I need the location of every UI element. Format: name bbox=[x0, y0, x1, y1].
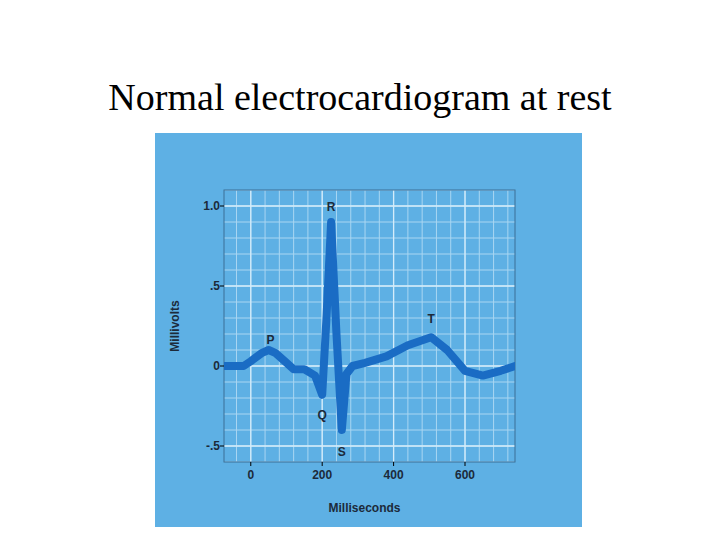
minor-grid bbox=[224, 446, 515, 447]
minor-grid bbox=[379, 190, 380, 462]
minor-grid bbox=[224, 238, 515, 239]
minor-grid bbox=[307, 190, 308, 462]
x-tick bbox=[250, 462, 251, 466]
wave-label: Q bbox=[318, 408, 327, 422]
minor-grid bbox=[224, 366, 515, 367]
y-tick bbox=[220, 206, 224, 207]
plot-frame bbox=[224, 190, 515, 462]
minor-grid bbox=[224, 254, 515, 255]
minor-grid bbox=[224, 414, 515, 415]
y-tick bbox=[220, 286, 224, 287]
title: Normal electrocardiogram at rest bbox=[108, 76, 612, 118]
grid-line bbox=[464, 190, 465, 462]
minor-grid bbox=[265, 190, 266, 462]
slide: Normal electrocardiogram at rest 0 200 400 6… bbox=[0, 0, 720, 540]
y-tick-label: .5 bbox=[210, 279, 220, 293]
minor-grid bbox=[479, 190, 480, 462]
minor-grid bbox=[450, 190, 451, 462]
y-tick bbox=[220, 446, 224, 447]
minor-grid bbox=[224, 286, 515, 287]
y-tick bbox=[220, 366, 224, 367]
wave-label: P bbox=[266, 333, 274, 347]
minor-grid bbox=[279, 190, 280, 462]
minor-grid bbox=[224, 430, 515, 431]
grid-line bbox=[224, 445, 515, 446]
minor-grid bbox=[224, 318, 515, 319]
minor-grid bbox=[422, 190, 423, 462]
x-tick bbox=[393, 462, 394, 466]
minor-grid bbox=[465, 190, 466, 462]
y-axis-label: Millivolts bbox=[168, 300, 182, 352]
minor-grid bbox=[224, 302, 515, 303]
minor-grid bbox=[365, 190, 366, 462]
minor-grid bbox=[224, 270, 515, 271]
panel bbox=[155, 133, 582, 527]
x-tick-label: 200 bbox=[312, 468, 332, 482]
wave-label: S bbox=[338, 445, 346, 459]
minor-grid bbox=[493, 190, 494, 462]
minor-grid bbox=[350, 190, 351, 462]
grid-line bbox=[224, 205, 515, 206]
ecg-line bbox=[224, 222, 515, 430]
minor-grid bbox=[407, 190, 408, 462]
grid-line bbox=[224, 285, 515, 286]
x-tick-label: 0 bbox=[247, 468, 254, 482]
minor-grid bbox=[293, 190, 294, 462]
x-axis-label: Milliseconds bbox=[328, 501, 400, 515]
minor-grid bbox=[236, 190, 237, 462]
wave-label: R bbox=[327, 200, 336, 214]
minor-grid bbox=[224, 222, 515, 223]
grid bbox=[224, 190, 515, 462]
x-tick-label: 400 bbox=[384, 468, 404, 482]
x-tick-label: 600 bbox=[455, 468, 475, 482]
minor-grid bbox=[393, 190, 394, 462]
minor-grid bbox=[436, 190, 437, 462]
minor-grid bbox=[250, 190, 251, 462]
wave-label: T bbox=[427, 312, 435, 326]
minor-grid bbox=[507, 190, 508, 462]
x-tick bbox=[465, 462, 466, 466]
grid-line bbox=[393, 190, 394, 462]
plot-data bbox=[224, 222, 515, 430]
x-tick bbox=[322, 462, 323, 466]
grid-line bbox=[250, 190, 251, 462]
y-tick-label: 0 bbox=[213, 359, 220, 373]
minor-grid bbox=[224, 382, 515, 383]
y-tick-label: 1.0 bbox=[203, 199, 220, 213]
minor-grid bbox=[224, 398, 515, 399]
y-tick-label: -.5 bbox=[206, 439, 220, 453]
minor-grid bbox=[224, 206, 515, 207]
